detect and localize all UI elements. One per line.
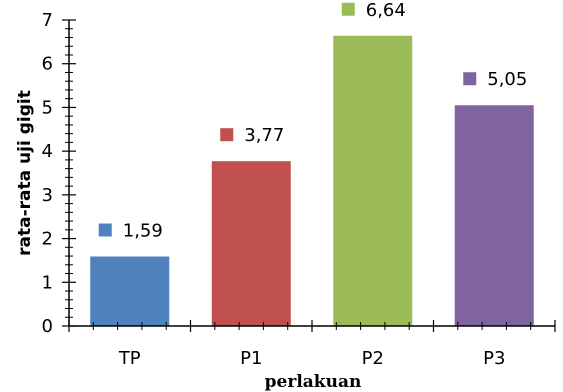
bar-p1 bbox=[211, 161, 291, 326]
data-label-swatch bbox=[220, 128, 234, 142]
x-axis-ticks: TP P1 P2 P3 bbox=[68, 320, 556, 369]
y-tick-label: 4 bbox=[42, 141, 53, 162]
y-tick-label: 5 bbox=[42, 97, 53, 118]
x-tick-label: P1 bbox=[240, 348, 262, 369]
x-tick-label: P2 bbox=[362, 348, 384, 369]
bars bbox=[90, 35, 534, 326]
data-label-p3: 5,05 bbox=[487, 69, 527, 90]
y-tick-label: 0 bbox=[42, 316, 53, 337]
data-labels: 1,59 3,77 6,64 5,05 bbox=[98, 0, 527, 241]
y-axis-ticks: 0 1 2 3 4 5 6 7 bbox=[42, 10, 76, 337]
bar-p2 bbox=[333, 35, 413, 326]
data-label-tp: 1,59 bbox=[123, 220, 163, 241]
y-tick-label: 7 bbox=[42, 10, 53, 31]
y-tick-label: 3 bbox=[42, 185, 53, 206]
x-tick-label: P3 bbox=[483, 348, 505, 369]
x-axis-label: perlakuan bbox=[265, 372, 362, 392]
bar-tp bbox=[90, 256, 170, 326]
y-axis-label: rata-rata uji gigit bbox=[15, 90, 35, 256]
data-label-swatch bbox=[98, 223, 112, 237]
y-tick-label: 1 bbox=[42, 272, 53, 293]
x-tick-label: TP bbox=[118, 348, 141, 369]
y-tick-label: 6 bbox=[42, 54, 53, 75]
data-label-p1: 3,77 bbox=[244, 125, 284, 146]
y-tick-label: 2 bbox=[42, 229, 53, 250]
data-label-p2: 6,64 bbox=[366, 0, 406, 21]
bar-p3 bbox=[454, 105, 534, 326]
data-label-swatch bbox=[463, 72, 477, 86]
data-label-swatch bbox=[341, 2, 355, 16]
